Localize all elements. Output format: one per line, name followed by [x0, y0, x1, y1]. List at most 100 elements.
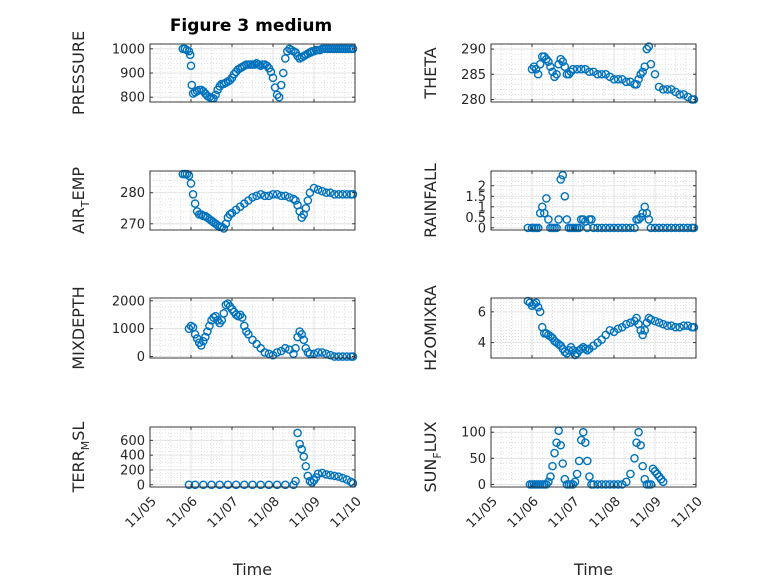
data-point [184, 46, 194, 56]
data-point [348, 44, 358, 54]
data-point [274, 92, 284, 102]
data-point [689, 95, 699, 104]
y-tick-label: 200 [120, 463, 145, 478]
data-point [568, 64, 578, 74]
y-tick-label: 100 [461, 426, 486, 441]
data-point [640, 474, 650, 484]
data-point [564, 69, 574, 79]
data-point [223, 480, 233, 490]
data-point [654, 318, 664, 327]
plot-area [491, 171, 696, 230]
data-point [626, 223, 635, 233]
data-point [299, 335, 309, 345]
data-point [523, 223, 533, 233]
x-tick-label: 11/10 [669, 494, 706, 531]
x-axis-label: Time [573, 560, 613, 579]
data-point [533, 302, 543, 312]
data-point [321, 349, 331, 359]
data-point [291, 343, 300, 353]
data-point [326, 470, 335, 480]
data-point [675, 223, 684, 233]
data-point [638, 67, 648, 77]
data-point [198, 480, 208, 490]
data-point [581, 344, 590, 354]
data-point [283, 46, 292, 56]
y-axis-label: TERRMSL [69, 422, 92, 494]
data-point [597, 69, 607, 79]
data-series [527, 42, 699, 104]
data-point [348, 352, 358, 361]
data-point [289, 349, 298, 359]
data-point [272, 348, 282, 357]
data-point [186, 61, 196, 71]
data-point [299, 452, 309, 461]
data-point [667, 321, 676, 330]
data-point [317, 468, 327, 478]
data-point [560, 474, 570, 484]
data-point [239, 321, 249, 331]
data-point [295, 439, 304, 449]
data-point [184, 171, 194, 180]
x-tick-label: 11/09 [628, 494, 665, 531]
data-point [622, 319, 631, 329]
data-point [609, 480, 619, 489]
data-point [679, 321, 689, 330]
data-point [556, 175, 566, 184]
data-point [330, 189, 339, 199]
data-point [313, 185, 323, 194]
data-point [552, 223, 561, 233]
data-point [654, 223, 664, 233]
data-point [334, 189, 343, 199]
data-point [264, 191, 274, 201]
data-point [613, 324, 623, 334]
data-point [533, 69, 543, 79]
data-point [268, 189, 278, 199]
data-series [523, 296, 699, 360]
data-point [544, 477, 553, 487]
y-axis-label: RAINFALL [421, 163, 440, 238]
data-point [634, 75, 643, 84]
data-point [689, 223, 699, 233]
data-point [605, 480, 615, 489]
data-point [658, 223, 668, 233]
subplot-pressure: 800 900 1000 PRESSURE [69, 31, 358, 115]
data-point [221, 300, 231, 310]
data-point [558, 57, 568, 66]
data-point [342, 352, 352, 361]
data-point [636, 440, 645, 450]
data-point [198, 336, 208, 346]
data-point [646, 223, 656, 233]
data-point [558, 459, 568, 468]
data-point [556, 440, 566, 450]
data-point [658, 319, 668, 329]
data-point [346, 477, 356, 487]
data-point [585, 472, 594, 481]
data-point [342, 475, 352, 484]
data-point [617, 223, 627, 233]
y-tick-label: 0 [478, 221, 486, 236]
data-point [574, 223, 584, 233]
data-point [201, 332, 210, 342]
subplot-rainfall: 00.511.52 RAINFALL [421, 163, 699, 238]
y-tick-label: 280 [120, 186, 145, 201]
data-point [303, 196, 313, 205]
data-point [248, 480, 257, 490]
data-point [301, 461, 311, 471]
data-point [256, 189, 266, 199]
data-point [542, 194, 551, 203]
y-tick-label: 600 [120, 434, 145, 449]
axes-box [149, 170, 356, 231]
data-point [622, 223, 631, 233]
data-point [313, 469, 323, 478]
data-point [663, 223, 672, 233]
data-point [593, 223, 602, 233]
data-point [550, 448, 559, 458]
data-point [188, 189, 198, 199]
axes-box [149, 297, 356, 359]
data-point [342, 189, 352, 199]
data-point [583, 456, 592, 466]
data-point [640, 326, 650, 335]
data-point [305, 476, 315, 486]
data-series [523, 170, 699, 233]
